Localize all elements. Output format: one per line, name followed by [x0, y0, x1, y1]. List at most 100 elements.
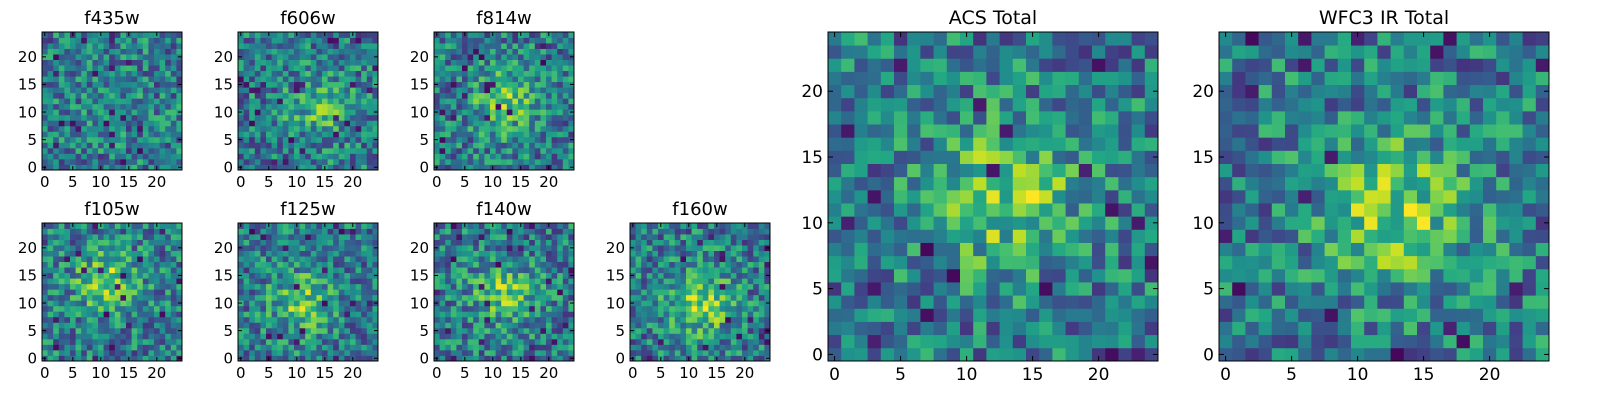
heatmap-cell [736, 349, 743, 356]
heatmap-cell [154, 239, 160, 246]
heatmap-cell [674, 223, 681, 229]
heatmap-cell [299, 278, 306, 285]
heatmap-cell [299, 234, 306, 240]
heatmap-cell [501, 272, 508, 279]
heatmap-cell [98, 120, 104, 127]
heatmap-cell [361, 87, 368, 94]
heatmap-cell [114, 283, 121, 290]
heatmap-cell [338, 114, 345, 121]
heatmap-cell [512, 256, 519, 263]
heatmap-cell [170, 103, 177, 110]
heatmap-cell [154, 234, 160, 240]
heatmap-cell [238, 65, 244, 72]
heatmap-cell [266, 327, 272, 334]
heatmap-cell [58, 338, 65, 345]
heatmap-cell [456, 245, 463, 251]
heatmap-cell [366, 87, 373, 94]
heatmap-cell [1052, 334, 1066, 349]
heatmap-cell [154, 300, 160, 307]
heatmap-cell [333, 250, 340, 257]
heatmap-cell [546, 103, 552, 110]
heatmap-cell [663, 267, 670, 274]
heatmap-cell [350, 267, 356, 274]
heatmap-cell [478, 81, 485, 88]
heatmap-cell [277, 338, 284, 345]
heatmap-cell [372, 147, 379, 154]
heatmap-cell [277, 223, 284, 229]
heatmap-cell [114, 76, 121, 83]
heatmap-cell [103, 54, 110, 60]
heatmap-cell [142, 234, 149, 240]
heatmap-cell [344, 120, 351, 127]
heatmap-cell [154, 120, 160, 127]
heatmap-cell [294, 333, 300, 340]
heatmap-cell [854, 242, 868, 257]
heatmap-cell [456, 256, 463, 263]
heatmap-cell [551, 294, 558, 301]
heatmap-cell [1144, 229, 1159, 243]
heatmap-cell [478, 311, 485, 318]
heatmap-cell [165, 87, 172, 94]
heatmap-cell [439, 344, 446, 351]
heatmap-cell [120, 59, 127, 66]
heatmap-cell [254, 158, 261, 165]
heatmap-cell [434, 294, 440, 301]
heatmap-cell [254, 300, 261, 307]
heatmap-cell [546, 142, 552, 149]
heatmap-cell [75, 333, 82, 340]
heatmap-cell [70, 59, 76, 66]
heatmap-cell [462, 294, 468, 301]
heatmap-cell [159, 300, 166, 307]
heatmap-cell [165, 267, 172, 274]
heatmap-cell [58, 245, 65, 251]
heatmap-cell [1131, 255, 1146, 270]
heatmap-cell [361, 256, 368, 263]
heatmap-cell [680, 261, 687, 268]
heatmap-cell [686, 278, 692, 285]
heatmap-cell [361, 283, 368, 290]
heatmap-cell [344, 239, 351, 246]
heatmap-cell [490, 54, 496, 60]
heatmap-cell [165, 250, 172, 257]
heatmap-cell [148, 131, 155, 138]
heatmap-cell [686, 289, 692, 296]
heatmap-cell [165, 289, 172, 296]
heatmap-cell [546, 278, 552, 285]
heatmap-cell [669, 267, 676, 274]
heatmap-cell [114, 294, 121, 301]
heatmap-cell [126, 272, 132, 279]
heatmap-cell [702, 338, 709, 345]
heatmap-cell [277, 103, 284, 110]
heatmap-cell [70, 125, 76, 132]
heatmap-cell [445, 131, 452, 138]
heatmap-cell [506, 316, 513, 323]
heatmap-cell [305, 256, 312, 263]
heatmap-cell [742, 256, 748, 263]
heatmap-cell [126, 311, 132, 318]
heatmap-cell [557, 300, 564, 307]
heatmap-cell [154, 245, 160, 251]
heatmap-cell [742, 311, 748, 318]
heatmap-cell [277, 261, 284, 268]
heatmap-cell [462, 142, 468, 149]
heatmap-cell [551, 125, 558, 132]
heatmap-cell [1052, 216, 1066, 230]
heatmap-cell [266, 81, 272, 88]
heatmap-cell [322, 305, 328, 312]
heatmap-cell [271, 349, 278, 356]
heatmap-cell [534, 153, 541, 160]
heatmap-cell [42, 147, 48, 154]
heatmap-cell [546, 311, 552, 318]
heatmap-cell [907, 268, 921, 283]
heatmap-cell [137, 164, 144, 171]
heatmap-cell [310, 305, 317, 312]
heatmap-cell [523, 272, 530, 279]
heatmap-cell [512, 59, 519, 66]
heatmap-cell [266, 289, 272, 296]
heatmap-cell [294, 322, 300, 329]
heatmap-cell [434, 48, 440, 55]
heatmap-cell [450, 43, 457, 49]
heatmap-cell [154, 98, 160, 105]
heatmap-cell [327, 300, 334, 307]
heatmap-cell [260, 164, 267, 171]
